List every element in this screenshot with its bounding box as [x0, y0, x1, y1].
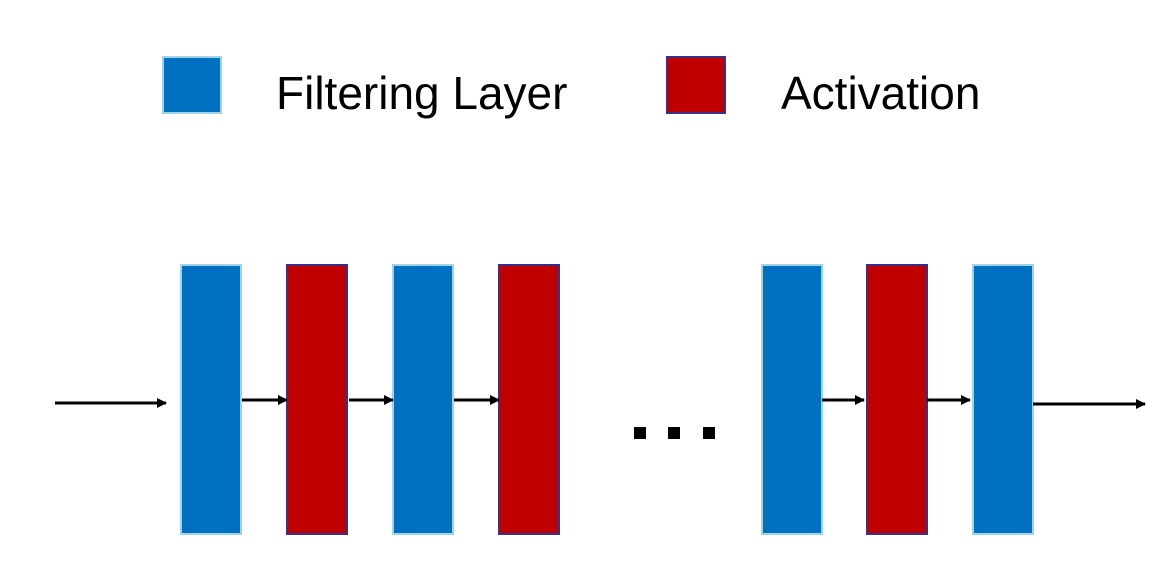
- filter-layer-block: [392, 264, 454, 535]
- activation-layer-block: [866, 264, 928, 535]
- filter-layer-block: [972, 264, 1034, 535]
- activation-layer-block: [286, 264, 348, 535]
- ellipsis-dot: [668, 427, 680, 439]
- legend-activation-label: Activation: [781, 67, 981, 119]
- filter-layer-block: [180, 264, 242, 535]
- ellipsis-dot: [634, 427, 646, 439]
- legend-filter-swatch: [162, 56, 222, 114]
- filter-layer-block: [761, 264, 823, 535]
- activation-layer-block: [498, 264, 560, 535]
- legend-activation-swatch: [666, 56, 726, 114]
- ellipsis-dot: [703, 427, 715, 439]
- legend-filter-label: Filtering Layer: [276, 67, 568, 119]
